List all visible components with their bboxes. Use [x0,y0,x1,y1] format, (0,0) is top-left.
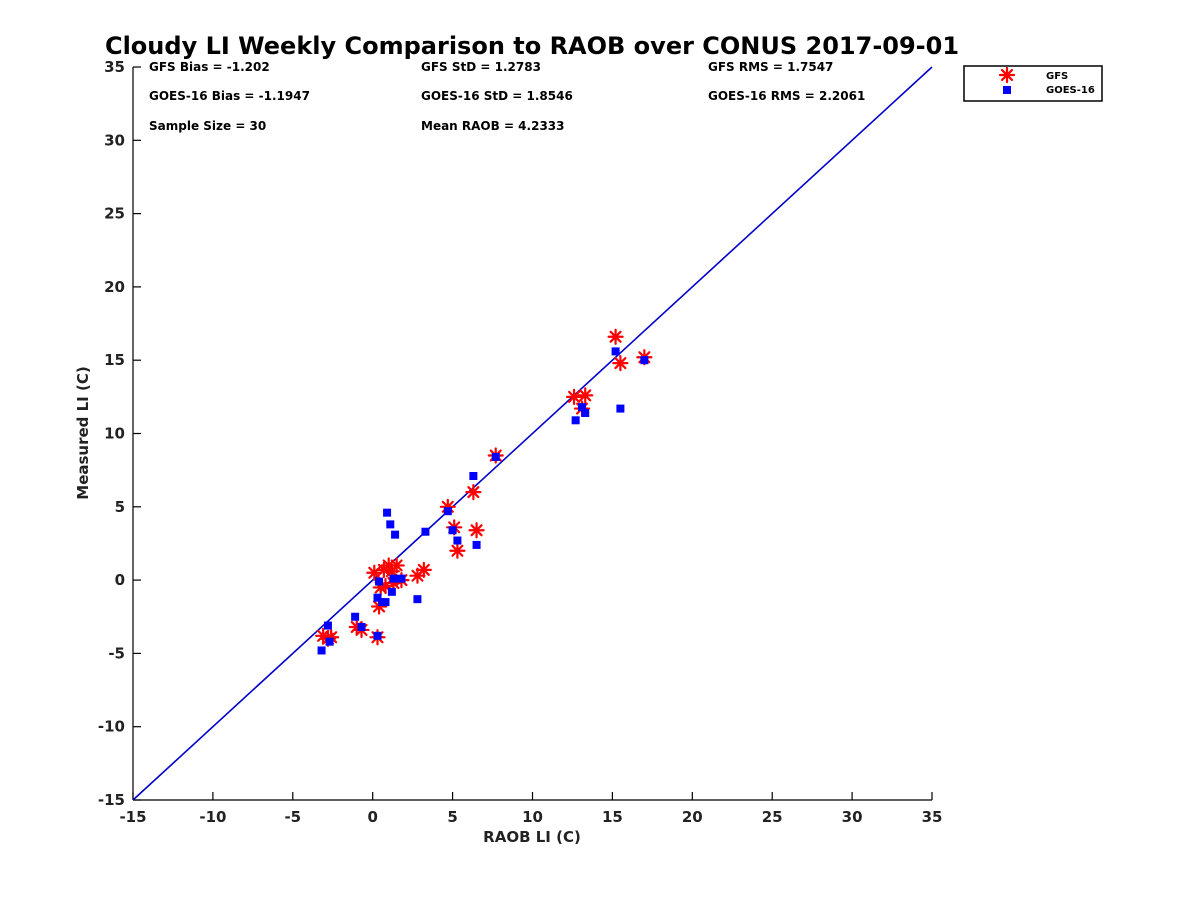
goes16-point [373,631,382,640]
goes16-point [640,356,649,365]
goes16-point [381,598,390,607]
x-tick-label: -5 [284,808,301,826]
gfs-point [415,561,432,578]
goes16-point [472,540,481,549]
legend-gfs-label: GFS [1046,71,1068,82]
goes16-point [383,508,392,517]
gfs-point [607,328,624,345]
mean-raob: Mean RAOB = 4.2333 [421,119,565,133]
x-tick-label: -10 [199,808,226,826]
gfs-point [612,355,629,372]
legend-goes16-symbol [1003,86,1011,94]
goes16-point [375,577,384,586]
y-tick-label: 20 [104,278,125,296]
goes16-bias: GOES-16 Bias = -1.1947 [149,89,310,103]
y-tick-label: 30 [104,131,125,149]
goes16-point [397,574,406,583]
legend-goes16-label: GOES-16 [1046,85,1095,96]
goes16-point [453,536,462,545]
goes16-point [351,612,360,621]
chart-title: Cloudy LI Weekly Comparison to RAOB over… [105,32,959,60]
legend-goes16-marker [1003,86,1011,94]
goes16-point [469,472,478,481]
x-tick-label: 0 [367,808,377,826]
x-tick-label: 15 [602,808,623,826]
gfs-bias: GFS Bias = -1.202 [149,60,270,74]
sample-size: Sample Size = 30 [149,119,266,133]
legend: GFS GOES-16 [963,65,1103,102]
goes16-point [611,347,620,356]
goes16-point [373,593,382,602]
gfs-point [577,387,594,404]
x-tick-label: 35 [922,808,943,826]
gfs-rms: GFS RMS = 1.7547 [708,60,833,74]
goes16-point [391,530,400,539]
y-tick-label: 0 [115,571,125,589]
goes16-point [323,621,332,630]
goes16-point [387,587,396,596]
gfs-point [366,564,383,581]
goes16-point [443,507,452,516]
y-tick-label: 5 [115,498,125,516]
y-tick-label: -5 [108,644,125,662]
y-tick-label: 10 [104,425,125,443]
one-to-one-line [132,66,933,801]
goes16-rms: GOES-16 RMS = 2.2061 [708,89,865,103]
goes16-point [571,416,580,425]
x-axis-label: RAOB LI (C) [483,828,581,846]
x-tick-label: 10 [522,808,543,826]
gfs-point [565,388,583,405]
goes16-point [357,623,366,632]
goes16-point [325,637,334,646]
legend-gfs-marker [998,66,1016,84]
gfs-point [465,484,482,501]
plot-area: -15 -10 -5 0 5 10 15 20 25 30 35 -15 -10 -5 0 5 10 15 20 25… [98,58,943,826]
gfs-point [388,557,405,574]
goes16-point [616,404,625,413]
goes16-point [421,527,430,536]
goes16-point [581,408,590,417]
x-tick-label: 30 [842,808,863,826]
legend-gfs-symbol [998,66,1016,84]
y-tick-label: 25 [104,205,125,223]
gfs-point [449,542,466,559]
goes16-point [413,595,422,604]
y-tick-label: -15 [98,791,125,809]
y-tick-label: 35 [104,58,125,76]
x-tick-label: 20 [682,808,703,826]
x-tick-label: 25 [762,808,783,826]
goes16-point [386,520,395,529]
goes16-std: GOES-16 StD = 1.8546 [421,89,573,103]
goes16-point [491,452,500,461]
x-tick-label: -15 [119,808,146,826]
y-tick-label: -10 [98,718,125,736]
goes16-point [578,403,587,412]
stats-panel: GFS Bias = -1.202 GFS StD = 1.2783 GFS R… [149,60,865,133]
gfs-point [468,522,485,539]
goes16-point [448,526,457,535]
goes16-point [317,646,326,655]
gfs-std: GFS StD = 1.2783 [421,60,541,74]
y-axis-label: Measured LI (C) [74,366,92,499]
goes16-point [389,574,398,583]
legend-box [963,65,1103,102]
x-tick-label: 5 [447,808,457,826]
y-tick-label: 15 [104,351,125,369]
